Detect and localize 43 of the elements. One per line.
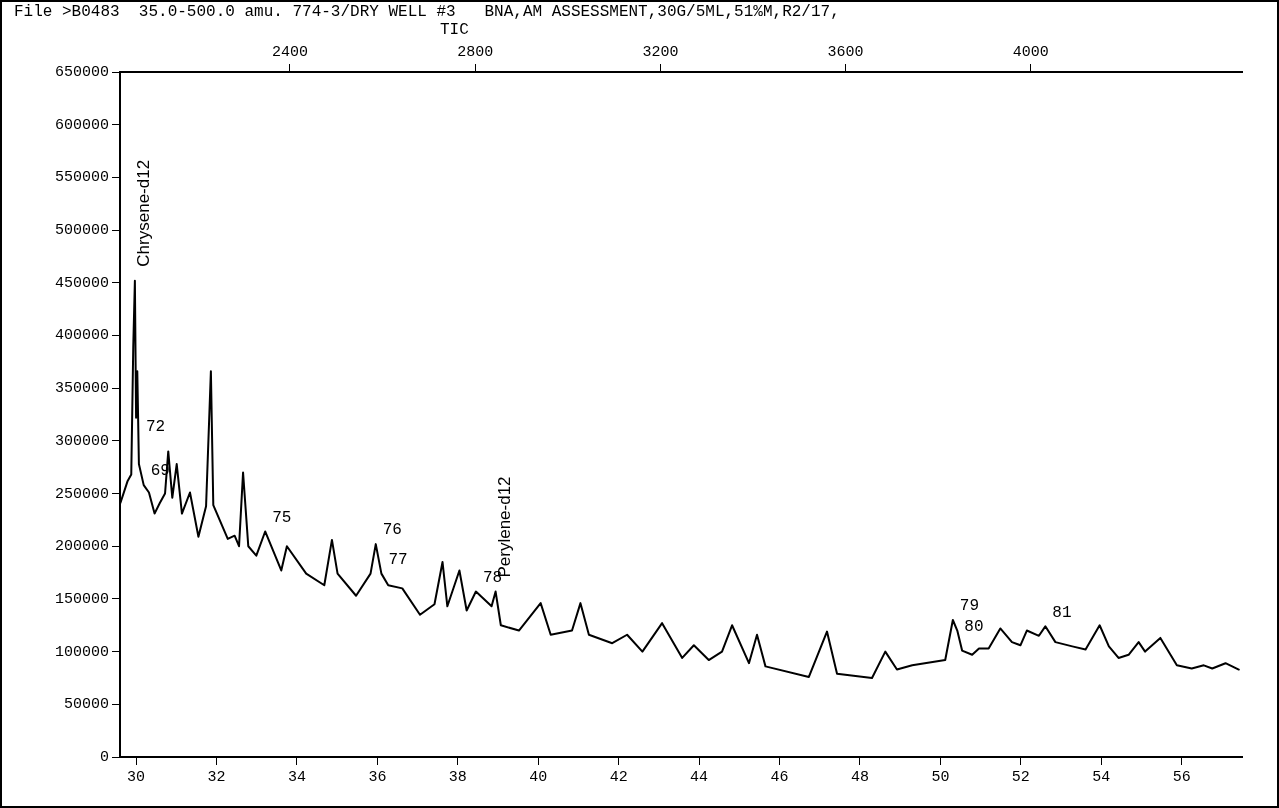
y-tick-label: 200000	[54, 538, 109, 556]
y-tick-label: 350000	[54, 380, 109, 398]
x2-tick-label: 2400	[271, 43, 308, 61]
annotation: 77	[388, 550, 408, 569]
y-tick-label: 100000	[54, 643, 109, 661]
annotation: 76	[382, 521, 402, 540]
annotation: 75	[272, 508, 292, 527]
x-tick-label: 38	[448, 768, 467, 786]
x2-tick-label: 3200	[642, 43, 679, 61]
annotation: 79	[959, 597, 980, 616]
y-tick-label: 500000	[54, 222, 109, 240]
y-tick-label: 450000	[54, 274, 109, 292]
x-tick-label: 30	[127, 768, 146, 786]
y-tick-label: 150000	[54, 590, 109, 608]
y-tick-label: 300000	[54, 432, 109, 450]
y-tick-label: 600000	[54, 116, 109, 134]
x-tick-label: 34	[287, 768, 306, 786]
x-tick-label: 44	[690, 768, 709, 786]
annotation: 81	[1052, 603, 1072, 622]
annotation: 80	[964, 618, 984, 637]
y-tick-label: 250000	[54, 485, 109, 503]
x-tick-label: 36	[368, 768, 387, 786]
annotation: Chrysene-d12	[134, 159, 154, 267]
y-tick-label: 650000	[54, 63, 109, 81]
y-tick-label: 400000	[54, 327, 109, 345]
y-tick-label: 0	[99, 748, 109, 766]
x-tick-label: 42	[609, 768, 628, 786]
x2-tick-label: 3600	[827, 43, 864, 61]
y-tick-label: 50000	[63, 696, 109, 714]
y-tick-label: 550000	[54, 169, 109, 187]
x-tick-label: 48	[850, 768, 869, 786]
annotation: 72	[145, 418, 166, 437]
x-tick-label: 56	[1172, 768, 1191, 786]
chart-title: File >B0483 35.0-500.0 amu. 774-3/DRY WELL #3 BNA,AM ASSESSMENT,30G/5ML,51%M,R2/17,	[14, 3, 840, 22]
x-tick-label: 50	[931, 768, 950, 786]
x-tick-label: 54	[1092, 768, 1111, 786]
x-tick-label: 52	[1011, 768, 1030, 786]
x2-tick-label: 2800	[457, 43, 494, 61]
chart-subtitle: TIC	[440, 21, 469, 40]
x2-tick-label: 4000	[1012, 43, 1049, 61]
x-tick-label: 32	[207, 768, 226, 786]
x-tick-label: 46	[770, 768, 789, 786]
x-tick-label: 40	[529, 768, 548, 786]
